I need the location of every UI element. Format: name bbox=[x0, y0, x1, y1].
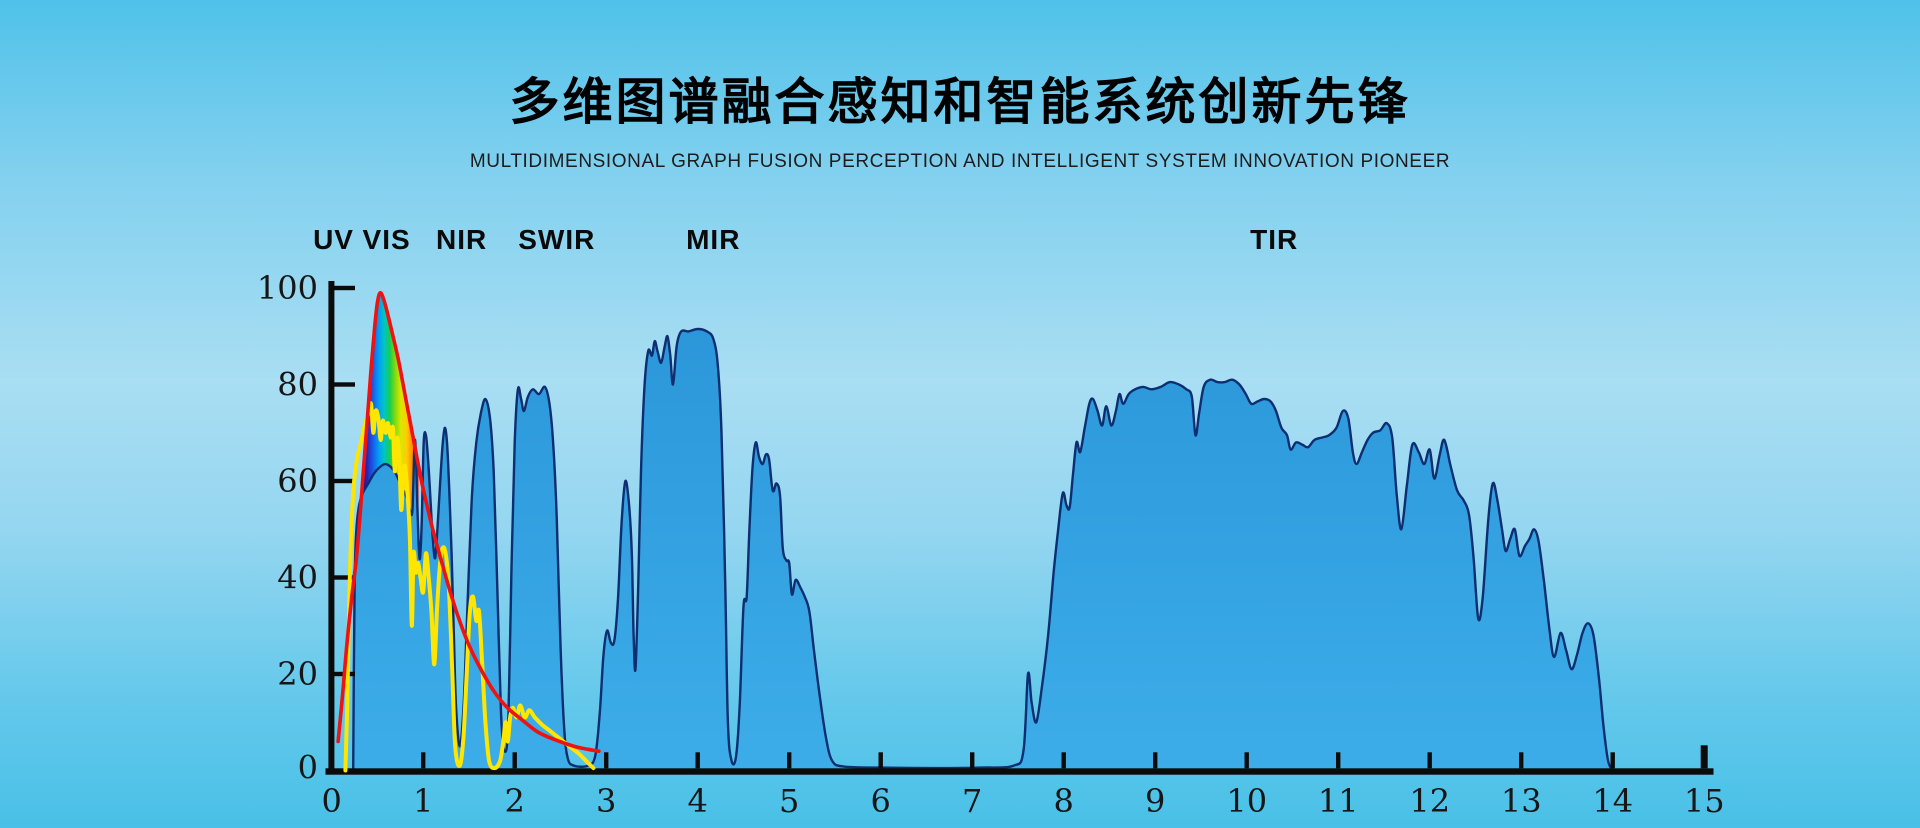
transmission-area-outline bbox=[352, 327, 1614, 772]
page-subtitle: MULTIDIMENSIONAL GRAPH FUSION PERCEPTION… bbox=[469, 151, 1451, 172]
x-tick bbox=[421, 752, 426, 769]
y-tick-label: 20 bbox=[277, 655, 318, 693]
x-tick-label: 8 bbox=[1054, 782, 1074, 820]
transmission-area-fill bbox=[353, 329, 1613, 771]
solar-surface-curve bbox=[343, 401, 596, 773]
x-tick bbox=[878, 752, 883, 769]
x-tick-label: 7 bbox=[962, 782, 982, 820]
x-tick-label: 2 bbox=[505, 782, 525, 820]
x-tick-label: 9 bbox=[1145, 782, 1165, 820]
x-tick bbox=[695, 752, 700, 769]
x-tick bbox=[1061, 752, 1066, 769]
x-tick bbox=[970, 752, 975, 769]
x-tick bbox=[1519, 752, 1524, 769]
x-tick-label: 1 bbox=[413, 782, 433, 820]
x-tick-label: 11 bbox=[1318, 782, 1359, 820]
x-tick bbox=[512, 752, 517, 769]
x-tick-label: 4 bbox=[688, 782, 708, 820]
band-label-tir: TIR bbox=[1250, 224, 1299, 255]
x-tick bbox=[1610, 752, 1615, 769]
band-label-vis: VIS bbox=[362, 224, 411, 255]
band-label-swir: SWIR bbox=[518, 224, 596, 255]
x-tick bbox=[1700, 745, 1708, 769]
y-tick-label: 0 bbox=[298, 749, 318, 787]
y-tick bbox=[334, 285, 355, 291]
x-tick bbox=[1153, 752, 1158, 769]
blackbody-envelope-curve bbox=[336, 291, 601, 753]
x-tick-label: 12 bbox=[1409, 782, 1450, 820]
y-axis-line bbox=[328, 281, 335, 773]
band-label-mir: MIR bbox=[686, 224, 741, 255]
x-tick bbox=[1336, 752, 1341, 769]
band-label-uv: UV bbox=[313, 224, 354, 255]
x-tick bbox=[787, 752, 792, 769]
x-tick-label: 6 bbox=[871, 782, 891, 820]
x-tick-label: 0 bbox=[322, 782, 342, 820]
x-tick-label: 15 bbox=[1684, 782, 1725, 820]
x-tick-label: 5 bbox=[779, 782, 799, 820]
y-tick bbox=[334, 575, 355, 580]
x-tick bbox=[604, 752, 609, 769]
y-tick-label: 80 bbox=[277, 366, 318, 404]
x-tick-label: 3 bbox=[596, 782, 616, 820]
y-tick-label: 40 bbox=[277, 559, 318, 597]
x-tick bbox=[1427, 752, 1432, 769]
y-tick-label: 60 bbox=[277, 462, 318, 500]
x-tick-label: 10 bbox=[1226, 782, 1267, 820]
x-tick-label: 13 bbox=[1501, 782, 1542, 820]
band-label-nir: NIR bbox=[436, 224, 488, 255]
page-title: 多维图谱融合感知和智能系统创新先锋 bbox=[509, 74, 1411, 130]
x-axis-line bbox=[325, 768, 1714, 775]
x-tick-label: 14 bbox=[1592, 782, 1633, 820]
y-tick bbox=[334, 478, 355, 484]
rainbow-solar-peak bbox=[357, 292, 419, 723]
y-tick bbox=[334, 382, 355, 387]
x-tick bbox=[1244, 752, 1249, 769]
y-tick-label: 100 bbox=[257, 269, 318, 307]
